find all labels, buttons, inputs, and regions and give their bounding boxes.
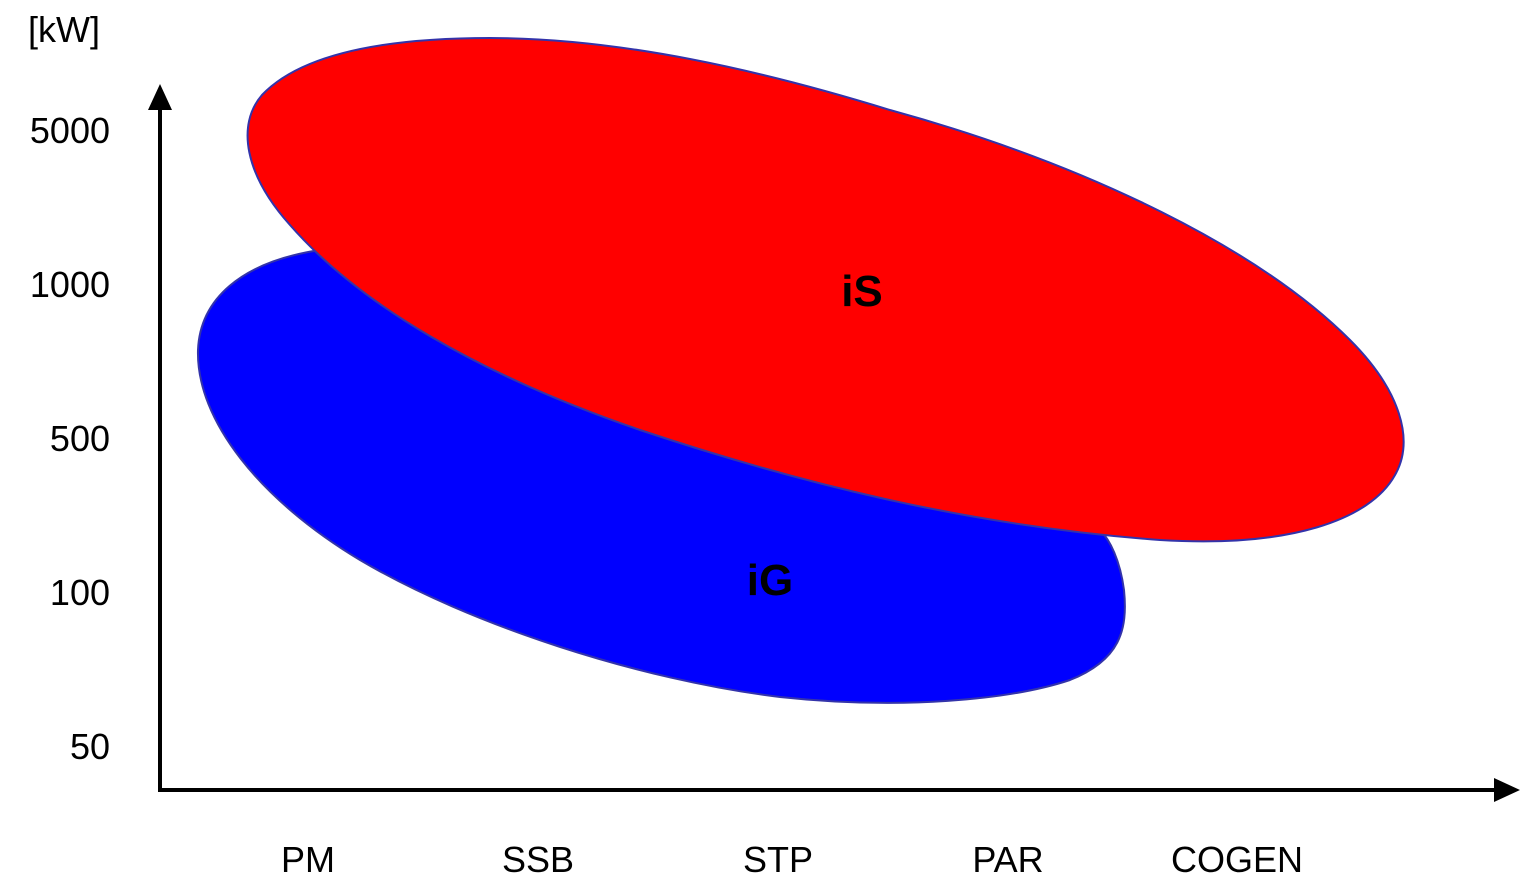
x-category-label: COGEN (1171, 839, 1303, 880)
y-tick-labels: 5000 1000 500 100 50 (30, 110, 110, 767)
y-tick-label: 1000 (30, 264, 110, 305)
region-label-is: iS (841, 267, 883, 316)
region-is (246, 36, 1405, 543)
x-category-labels: PM SSB STP PAR COGEN (281, 839, 1303, 880)
regions (196, 36, 1405, 704)
x-category-label: SSB (502, 839, 574, 880)
y-tick-label: 50 (70, 726, 110, 767)
x-category-label: PM (281, 839, 335, 880)
region-ig (196, 248, 1126, 704)
y-tick-label: 500 (50, 418, 110, 459)
x-category-label: PAR (972, 839, 1043, 880)
x-axis-arrow-icon (1494, 778, 1520, 802)
y-axis-arrow-icon (148, 84, 172, 110)
y-unit-label: [kW] (28, 9, 100, 50)
axes (148, 84, 1520, 802)
y-tick-label: 100 (50, 572, 110, 613)
region-label-ig: iG (747, 556, 793, 605)
x-category-label: STP (743, 839, 813, 880)
y-tick-label: 5000 (30, 110, 110, 151)
